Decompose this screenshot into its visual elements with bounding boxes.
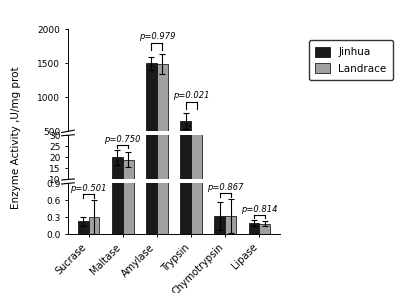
Bar [260, 201, 270, 202]
Legend: Jinhua, Landrace: Jinhua, Landrace [309, 40, 393, 80]
Bar [248, 223, 260, 234]
Text: p=0.021: p=0.021 [173, 91, 209, 100]
Bar [214, 216, 225, 234]
Bar [78, 222, 88, 234]
Text: Enzyme Activity ,U/mg prot: Enzyme Activity ,U/mg prot [11, 67, 21, 209]
Text: p=0.814: p=0.814 [241, 205, 278, 214]
Bar [88, 201, 100, 202]
Bar [260, 224, 270, 234]
Bar [180, 0, 191, 234]
Bar [157, 64, 168, 165]
Bar [225, 201, 236, 202]
Bar [123, 164, 134, 165]
Bar [157, 0, 168, 202]
Bar [146, 63, 157, 165]
Bar [112, 0, 123, 234]
Bar [180, 121, 191, 165]
Bar [112, 164, 123, 165]
Bar [88, 217, 100, 234]
Bar [146, 0, 157, 202]
Bar [146, 0, 157, 234]
Bar [191, 0, 202, 234]
Bar [214, 201, 225, 202]
Bar [123, 0, 134, 234]
Bar [191, 139, 202, 165]
Text: p=0.750: p=0.750 [104, 135, 141, 144]
Text: p=0.867: p=0.867 [207, 183, 244, 192]
Text: p=0.979: p=0.979 [139, 32, 175, 40]
Bar [180, 0, 191, 202]
Bar [225, 216, 236, 234]
Bar [112, 157, 123, 202]
Text: p=0.501: p=0.501 [70, 184, 107, 193]
Bar [191, 0, 202, 202]
Bar [123, 160, 134, 202]
Bar [157, 0, 168, 234]
Bar [248, 201, 260, 202]
Bar [78, 201, 88, 202]
